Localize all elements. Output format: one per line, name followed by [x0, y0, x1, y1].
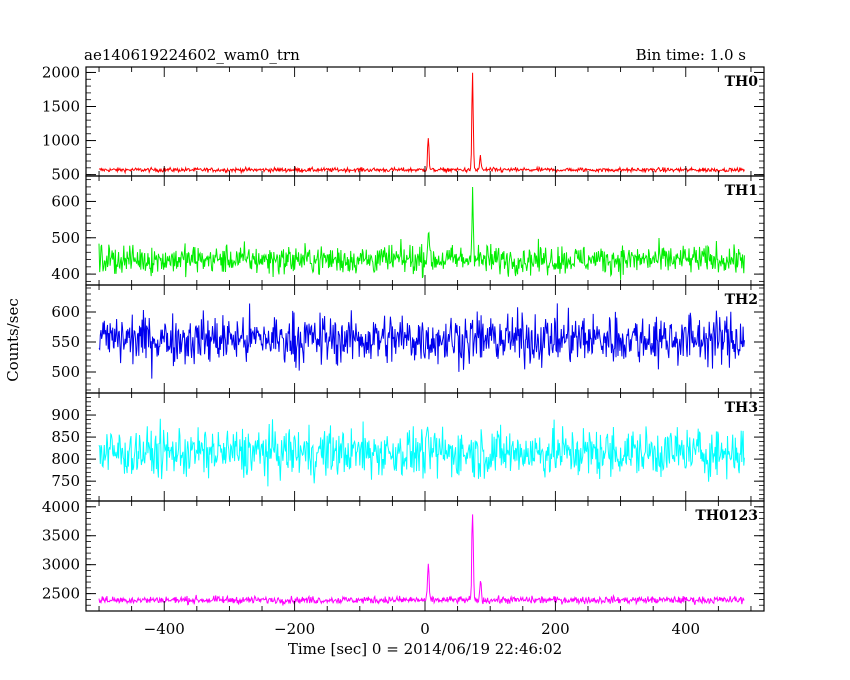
x-tick-label: −200	[274, 620, 315, 638]
y-tick-label: 550	[51, 333, 80, 351]
y-tick-label: 600	[51, 192, 80, 210]
panel-name-label: TH0123	[695, 508, 758, 524]
y-tick-label: 400	[51, 265, 80, 283]
y-tick-label: 1500	[42, 98, 80, 116]
x-tick-label: −400	[144, 620, 185, 638]
x-axis-label: Time [sec] 0 = 2014/06/19 22:46:02	[288, 640, 562, 658]
y-tick-label: 500	[51, 166, 80, 184]
panel-name-label: TH3	[725, 400, 758, 416]
panel-name-label: TH0	[725, 74, 759, 90]
panel-th0123: 2500 3000 3500 4000 TH0123	[42, 498, 765, 612]
panel-th3: 750 800 850 900 TH3	[51, 392, 765, 502]
series-th1-line	[98, 186, 745, 280]
y-tick-label: 800	[51, 450, 80, 468]
x-tick-label: 400	[671, 620, 700, 638]
y-tick-label: 500	[51, 363, 80, 381]
series-th0-line	[98, 72, 745, 175]
y-tick-label: 850	[51, 428, 80, 446]
chart-title: ae140619224602_wam0_trn	[84, 46, 300, 64]
panel-frame	[85, 175, 765, 286]
panel-th1: 400 500 600 TH1	[51, 175, 765, 286]
x-tick-label: 200	[541, 620, 570, 638]
x-axis: −400 −200 0 200 400	[144, 620, 700, 638]
x-tick-label: 0	[420, 620, 430, 638]
y-tick-label: 3000	[42, 556, 80, 574]
bin-time-label: Bin time: 1.0 s	[636, 46, 746, 64]
series-th3-line	[98, 418, 745, 487]
y-tick-label: 2000	[42, 63, 80, 81]
y-tick-label: 750	[51, 472, 80, 490]
y-axis-label: Counts/sec	[4, 298, 22, 382]
y-tick-label: 500	[51, 229, 80, 247]
panel-name-label: TH2	[725, 292, 758, 308]
panel-name-label: TH1	[725, 183, 758, 199]
series-th2-line	[98, 303, 745, 379]
y-tick-label: 900	[51, 406, 80, 424]
y-tick-label: 600	[51, 303, 80, 321]
panels-group: 500 1000 1500 2000 TH0 400 500 600 TH1 500 550 600 T…	[42, 63, 765, 612]
panel-th2: 500 550 600 TH2	[51, 284, 765, 394]
series-th0123-line	[98, 514, 745, 606]
panel-th0: 500 1000 1500 2000 TH0	[42, 63, 765, 184]
y-tick-label: 4000	[42, 498, 80, 516]
panel-frame	[85, 500, 765, 612]
panel-frame	[85, 66, 765, 177]
y-tick-label: 3500	[42, 527, 80, 545]
y-tick-label: 2500	[42, 585, 80, 603]
y-tick-label: 1000	[42, 132, 80, 150]
